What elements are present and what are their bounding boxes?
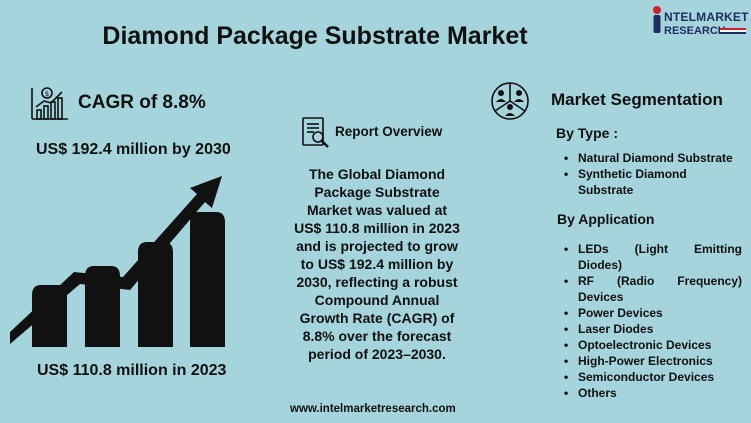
application-item: Others bbox=[560, 385, 742, 401]
logo-text-top: NTELMARKET bbox=[664, 10, 749, 24]
application-item: High-Power Electronics bbox=[560, 353, 742, 369]
cagr-label: CAGR of 8.8% bbox=[78, 92, 206, 113]
application-item: LEDs (Light Emitting Diodes) bbox=[560, 241, 742, 273]
value-2030: US$ 192.4 million by 2030 bbox=[36, 141, 231, 158]
bar-growth-arrow-icon bbox=[10, 176, 225, 347]
people-pie-icon bbox=[491, 82, 529, 120]
report-overview-label: Report Overview bbox=[335, 124, 443, 139]
type-list: Natural Diamond Substrate Synthetic Diam… bbox=[560, 150, 745, 198]
market-segmentation-label: Market Segmentation bbox=[551, 90, 723, 109]
logo-flag-stripes bbox=[720, 28, 746, 36]
logo: NTELMARKET RESEARCH bbox=[650, 4, 750, 42]
by-type-label: By Type : bbox=[556, 125, 618, 141]
value-2023: US$ 110.8 million in 2023 bbox=[37, 362, 227, 379]
page-title: Diamond Package Substrate Market bbox=[102, 22, 528, 50]
report-search-icon bbox=[302, 117, 329, 148]
type-item: Natural Diamond Substrate bbox=[560, 150, 745, 166]
application-item: RF (Radio Frequency) Devices bbox=[560, 273, 742, 305]
by-application-label: By Application bbox=[557, 211, 655, 227]
application-list: LEDs (Light Emitting Diodes) RF (Radio F… bbox=[560, 241, 742, 401]
report-overview-text: The Global Diamond Package Substrate Mar… bbox=[294, 166, 460, 362]
chart-growth-icon: $ bbox=[31, 87, 68, 120]
website-url: www.intelmarketresearch.com bbox=[290, 403, 456, 415]
application-item: Power Devices bbox=[560, 305, 742, 321]
type-item: Synthetic Diamond Substrate bbox=[560, 166, 745, 198]
application-item: Optoelectronic Devices bbox=[560, 337, 742, 353]
person-icon bbox=[653, 6, 661, 33]
application-item: Laser Diodes bbox=[560, 321, 742, 337]
svg-text:$: $ bbox=[45, 90, 49, 98]
logo-text-bottom: RESEARCH bbox=[664, 25, 726, 37]
application-item: Semiconductor Devices bbox=[560, 369, 742, 385]
